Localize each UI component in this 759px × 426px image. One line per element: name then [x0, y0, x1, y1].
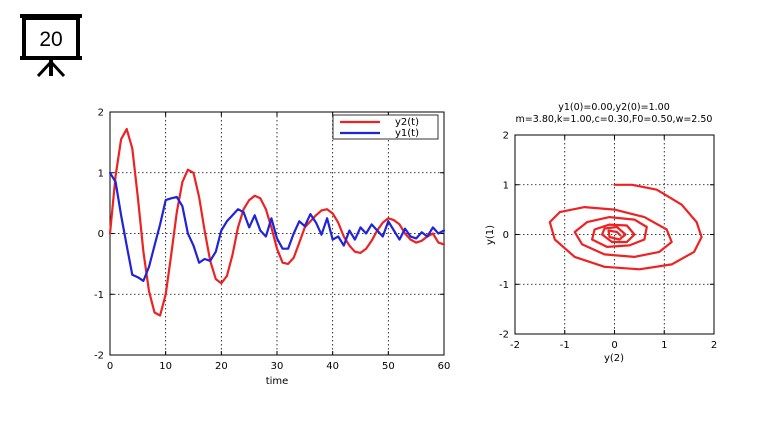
- y-tick-label: -2: [499, 330, 509, 341]
- series-line-0: [548, 183, 703, 271]
- chart-title: y1(0)=0.00,y2(0)=1.00: [558, 102, 670, 113]
- legend-label-y1: y1(t): [395, 128, 419, 139]
- y-tick-label: 0: [503, 230, 509, 241]
- y-tick-label: 2: [503, 131, 509, 142]
- x-tick-label: 30: [271, 361, 284, 372]
- series-layer: [108, 127, 446, 317]
- y-axis-label: y(1): [485, 225, 496, 245]
- slide-number: 20: [39, 28, 62, 51]
- legend: y2(t) y1(t): [332, 114, 439, 140]
- x-tick-labels: -2 -1 0 1 2: [510, 340, 717, 351]
- x-tick-label: 0: [107, 361, 113, 372]
- phase-portrait-chart: y1(0)=0.00,y2(0)=1.00 m=3.80,k=1.00,c=0.…: [485, 102, 717, 364]
- y-tick-labels: -2 -1 0 1 2: [94, 108, 104, 362]
- x-tick-label: -2: [510, 340, 520, 351]
- x-axis-label: y(2): [604, 353, 624, 364]
- chart-subtitle: m=3.80,k=1.00,c=0.30,F0=0.50,w=2.50: [516, 114, 713, 125]
- y-tick-label: 2: [98, 108, 104, 119]
- y-tick-label: -2: [94, 351, 104, 362]
- series-line-y1t: [108, 171, 446, 282]
- x-tick-label: 20: [215, 361, 228, 372]
- x-tick-label: 2: [711, 340, 717, 351]
- x-tick-label: 10: [159, 361, 172, 372]
- x-tick-labels: 0 10 20 30 40 50 60: [107, 361, 451, 372]
- x-tick-label: -1: [560, 340, 570, 351]
- presentation-board-icon: 20: [20, 14, 82, 78]
- x-tick-label: 1: [661, 340, 667, 351]
- grid-lines: [514, 134, 715, 335]
- x-tick-label: 0: [611, 340, 617, 351]
- legend-label-y2: y2(t): [395, 117, 419, 128]
- series-line-y2t: [108, 127, 446, 317]
- y-tick-label: -1: [499, 280, 509, 291]
- y-tick-label: 1: [98, 168, 104, 179]
- grid-lines: [109, 111, 445, 356]
- x-axis-label: time: [266, 376, 289, 387]
- y-tick-label: 0: [98, 229, 104, 240]
- series-layer: [548, 183, 703, 271]
- y-tick-label: -1: [94, 290, 104, 301]
- x-tick-label: 40: [326, 361, 339, 372]
- y-tick-labels: -2 -1 0 1 2: [499, 131, 509, 341]
- y-tick-label: 1: [503, 180, 509, 191]
- x-tick-label: 60: [438, 361, 451, 372]
- time-series-chart: 0 10 20 30 40 50 60 -2 -1 0 1 2 time y2(t) y1(t): [94, 108, 450, 388]
- x-tick-label: 50: [382, 361, 395, 372]
